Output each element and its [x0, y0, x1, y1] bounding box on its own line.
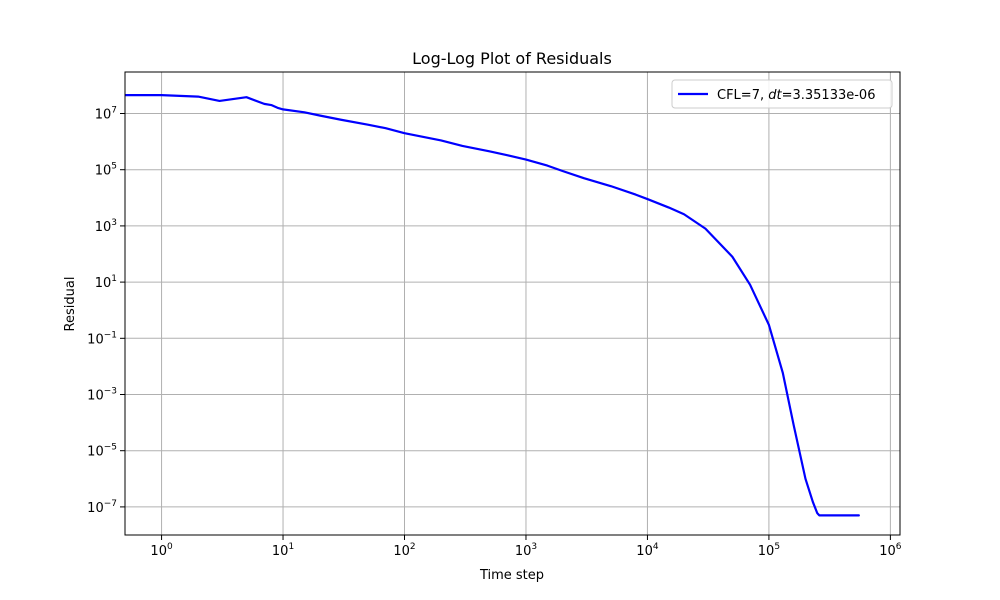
- y-tick-base: 10: [95, 108, 112, 123]
- y-axis-label: Residual: [63, 277, 78, 332]
- legend-label-part-1: CFL=7,: [717, 88, 768, 103]
- x-tick-exponent: 3: [531, 542, 537, 552]
- y-tick-exponent: −5: [104, 443, 117, 453]
- y-tick-base: 10: [87, 445, 104, 460]
- x-tick-base: 10: [515, 544, 532, 559]
- x-tick-label: 100: [150, 542, 173, 559]
- legend: CFL=7, dt=3.35133e-06: [671, 79, 893, 109]
- chart-title: Log-Log Plot of Residuals: [412, 49, 612, 68]
- y-tick-label: 10−7: [87, 499, 117, 516]
- x-tick-base: 10: [758, 544, 775, 559]
- y-tick-exponent: 3: [111, 218, 117, 228]
- tick-labels: 100 101 102 103 104 105 10610710510310110−110−…: [87, 106, 902, 559]
- y-tick-base: 10: [95, 276, 112, 291]
- y-tick-base: 10: [87, 332, 104, 347]
- series-layer: [125, 94, 860, 517]
- x-axis-label: Time step: [479, 568, 544, 583]
- x-tick-label: 105: [758, 542, 780, 559]
- x-tick-base: 10: [636, 544, 653, 559]
- y-tick-label: 10−3: [87, 387, 117, 404]
- x-tick-label: 103: [515, 542, 537, 559]
- y-tick-base: 10: [87, 501, 104, 516]
- legend-label-part-3: =3.35133e-06: [782, 88, 876, 103]
- y-tick-exponent: −3: [104, 387, 117, 397]
- x-tick-base: 10: [393, 544, 410, 559]
- x-tick-base: 10: [150, 544, 167, 559]
- y-tick-label: 107: [95, 106, 117, 123]
- x-tick-base: 10: [879, 544, 896, 559]
- legend-label-part-2: dt: [768, 88, 782, 103]
- series-line: [125, 94, 860, 517]
- y-tick-exponent: 5: [111, 162, 117, 172]
- x-tick-exponent: 5: [774, 542, 780, 552]
- plot-frame: [124, 71, 901, 536]
- grid-lines: [125, 72, 900, 535]
- y-tick-base: 10: [95, 220, 112, 235]
- x-tick-exponent: 0: [167, 542, 173, 552]
- y-tick-label: 105: [95, 162, 117, 179]
- y-tick-label: 101: [95, 274, 117, 291]
- y-tick-base: 10: [95, 164, 112, 179]
- y-tick-exponent: −1: [104, 330, 117, 340]
- x-tick-label: 101: [272, 542, 294, 559]
- y-tick-exponent: 1: [111, 274, 117, 284]
- x-tick-exponent: 6: [896, 542, 902, 552]
- x-tick-exponent: 2: [410, 542, 416, 552]
- x-tick-base: 10: [272, 544, 289, 559]
- tick-marks: [120, 113, 891, 540]
- y-tick-base: 10: [87, 389, 104, 404]
- y-tick-exponent: −7: [104, 499, 117, 509]
- x-tick-label: 104: [636, 542, 659, 559]
- x-tick-label: 106: [879, 542, 902, 559]
- x-tick-exponent: 1: [288, 542, 294, 552]
- legend-entry-label: CFL=7, dt=3.35133e-06: [717, 88, 875, 103]
- y-tick-label: 103: [95, 218, 117, 235]
- x-tick-label: 102: [393, 542, 415, 559]
- y-tick-label: 10−5: [87, 443, 117, 460]
- x-tick-exponent: 4: [653, 542, 659, 552]
- y-tick-label: 10−1: [87, 330, 117, 347]
- legend-box: [671, 79, 893, 109]
- y-tick-exponent: 7: [111, 106, 117, 116]
